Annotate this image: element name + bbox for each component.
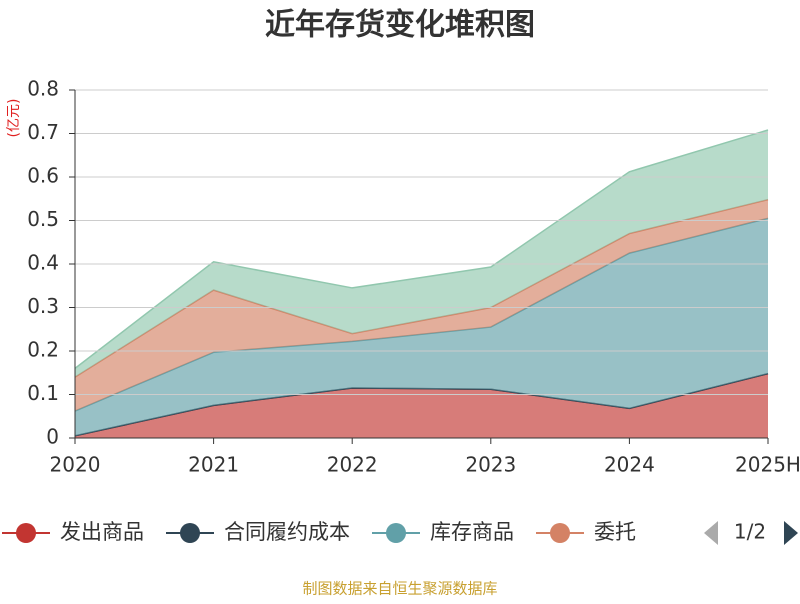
area-line [74, 129, 769, 369]
y-tick-label: 0 [46, 425, 59, 449]
y-unit: (亿元) [6, 99, 22, 138]
y-tick-label: 0.5 [27, 207, 59, 231]
legend-symbol [180, 523, 200, 543]
x-tick-label: 2021 [188, 453, 239, 477]
legend-prev[interactable] [704, 521, 718, 545]
x-tick-label: 2025H [735, 453, 800, 477]
legend-label: 合同履约成本 [224, 520, 350, 544]
y-tick-label: 0.1 [27, 381, 59, 405]
y-tick-label: 0.7 [27, 120, 59, 144]
x-tick-label: 2022 [327, 453, 378, 477]
y-tick-label: 0.6 [27, 164, 59, 188]
y-tick-label: 0.4 [27, 251, 59, 275]
plot [74, 129, 769, 438]
y-tick-label: 0.8 [27, 77, 59, 101]
source-note: 制图数据来自恒生聚源数据库 [302, 580, 497, 598]
area-fill [75, 373, 768, 438]
x-tick-label: 2023 [465, 453, 516, 477]
y-tick-label: 0.3 [27, 294, 59, 318]
legend-symbol [550, 523, 570, 543]
chart-title: 近年存货变化堆积图 [265, 8, 535, 43]
legend-symbol [16, 523, 36, 543]
legend-label: 委托 [594, 520, 636, 544]
area-fill [75, 130, 768, 378]
legend-label: 库存商品 [430, 520, 514, 544]
legend: 发出商品 合同履约成本 库存商品 委托 1/2 [2, 520, 798, 545]
legend-symbol [386, 523, 406, 543]
area-fill [75, 218, 768, 436]
legend-label: 发出商品 [60, 520, 144, 544]
legend-next[interactable] [784, 521, 798, 545]
y-tick-label: 0.2 [27, 338, 59, 362]
x-tick-label: 2024 [604, 453, 655, 477]
x-tick-label: 2020 [50, 453, 101, 477]
legend-page: 1/2 [734, 520, 766, 544]
